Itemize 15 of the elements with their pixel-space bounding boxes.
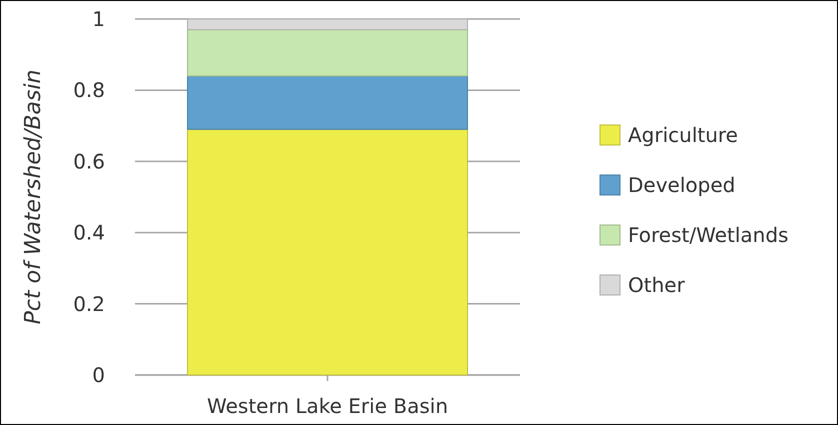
y-tick-label: 0.2 <box>73 292 105 316</box>
legend-label: Forest/Wetlands <box>628 223 788 247</box>
legend-label: Other <box>628 273 686 297</box>
y-tick-label: 0.4 <box>73 220 105 245</box>
y-tick-label: 1 <box>92 7 105 31</box>
legend-label: Developed <box>628 173 736 197</box>
x-tick-label: Western Lake Erie Basin <box>206 394 448 418</box>
bar <box>187 128 468 376</box>
y-tick-label: 0 <box>92 363 105 387</box>
y-tick-label: 0.8 <box>73 78 105 102</box>
y-axis-title: Pct of Watershed/Basin <box>21 70 46 324</box>
bar <box>187 75 468 130</box>
bar <box>187 29 468 76</box>
y-tick-label: 0.6 <box>73 149 105 174</box>
legend-label: Agriculture <box>628 123 738 147</box>
